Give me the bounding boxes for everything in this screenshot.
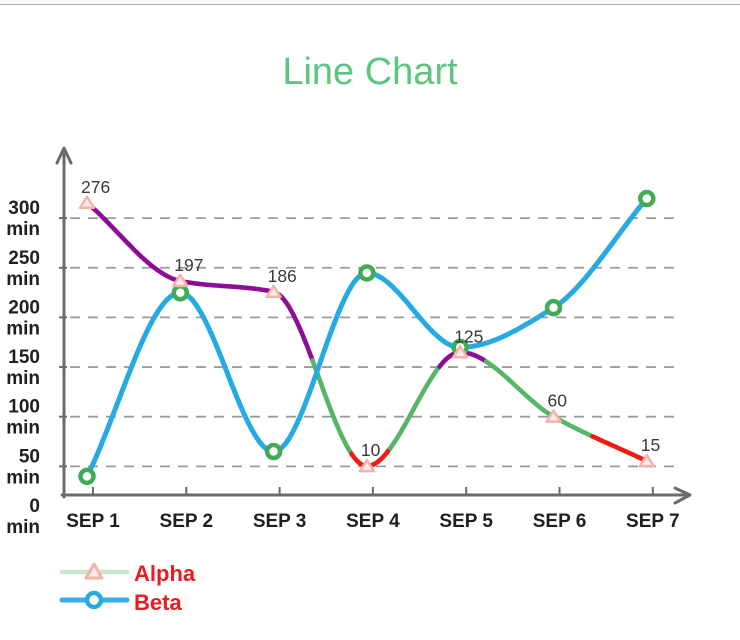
- x-tick-label: SEP 6: [533, 511, 587, 532]
- y-tick-label-value: 200: [8, 297, 40, 318]
- y-axis-arrow: [55, 146, 73, 165]
- series-markers: [78, 189, 656, 486]
- beta-marker: [78, 467, 96, 486]
- alpha-line-segment: [590, 434, 650, 464]
- x-tick-label: SEP 2: [160, 511, 214, 532]
- y-tick-label-value: 300: [8, 198, 40, 219]
- legend-label-alpha: Alpha: [134, 561, 196, 586]
- alpha-marker: [358, 458, 376, 473]
- point-label: 276: [81, 177, 110, 197]
- y-tick-label-unit: min: [6, 269, 40, 290]
- legend-label-beta: Beta: [134, 590, 182, 615]
- alpha-marker: [78, 195, 96, 210]
- alpha-line-segment: [310, 358, 354, 456]
- alpha-marker: [265, 284, 282, 299]
- beta-marker: [171, 284, 190, 302]
- y-tick-label-value: 150: [8, 347, 40, 368]
- chart-title: Line Chart: [282, 51, 458, 93]
- y-tick-label-unit: min: [6, 318, 40, 339]
- y-tick-label-value: 250: [8, 248, 40, 269]
- beta-marker: [638, 189, 656, 208]
- y-tick-label-unit: min: [6, 467, 40, 488]
- legend-symbols: [59, 562, 130, 610]
- point-label: 60: [548, 391, 568, 411]
- point-label: 197: [174, 255, 203, 275]
- x-tick-label: SEP 5: [439, 511, 493, 532]
- series-lines: [84, 196, 650, 479]
- beta-line: [84, 196, 650, 479]
- alpha-marker: [172, 273, 189, 288]
- point-label: 186: [268, 266, 297, 286]
- alpha-line-segment: [387, 364, 442, 451]
- axes: [55, 146, 692, 505]
- point-label: 125: [454, 326, 483, 346]
- gridlines: [70, 217, 676, 468]
- alpha-marker: [545, 409, 562, 423]
- legend-alpha-triangle-icon: [84, 562, 104, 580]
- x-tick-label: SEP 1: [66, 511, 120, 532]
- legend: Alpha Beta: [59, 561, 196, 615]
- alpha-marker: [638, 453, 656, 468]
- legend-beta-circle-icon: [84, 590, 104, 610]
- window-top-border: [0, 0, 740, 5]
- alpha-line-segment: [483, 359, 595, 439]
- point-label: 10: [361, 440, 381, 460]
- x-tick-label: SEP 7: [626, 511, 680, 532]
- y-tick-label-unit: min: [6, 517, 40, 538]
- y-tick-label-unit: min: [6, 219, 40, 240]
- x-tick-label: SEP 3: [253, 511, 307, 532]
- beta-marker: [264, 442, 283, 461]
- alpha-marker: [451, 345, 469, 359]
- beta-marker: [544, 298, 563, 317]
- beta-marker: [358, 264, 376, 282]
- point-labels: 276 197 186 10 125 60 15: [81, 177, 660, 460]
- x-tick-label: SEP 4: [346, 511, 400, 532]
- y-tick-label-unit: min: [6, 418, 40, 439]
- y-tick-label-value: 100: [8, 397, 40, 418]
- y-tick-label-unit: min: [6, 368, 40, 389]
- point-label: 15: [641, 435, 660, 455]
- y-tick-label-value: 50: [19, 446, 40, 467]
- x-axis-arrow: [673, 486, 692, 505]
- y-tick-label-value: 0: [29, 496, 40, 517]
